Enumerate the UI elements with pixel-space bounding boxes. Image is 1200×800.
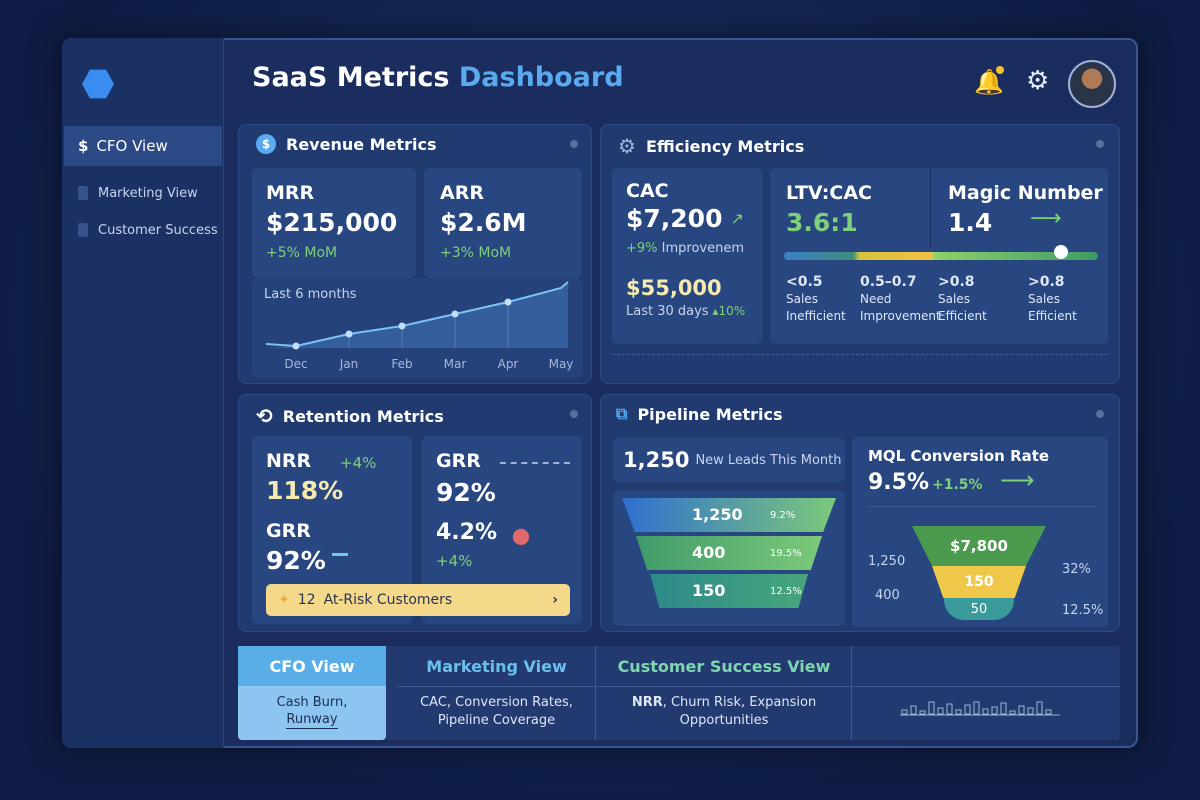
sparkle-icon: ✦ <box>278 592 290 608</box>
avatar[interactable] <box>1068 60 1116 108</box>
card-menu-dot[interactable] <box>570 410 578 418</box>
tab-marketing-view[interactable]: Marketing View CAC, Conversion Rates, Pip… <box>398 646 596 740</box>
revenue-header: $ Revenue Metrics <box>256 134 436 154</box>
up-arrow-icon: ▴ <box>712 304 719 318</box>
tab-customer-success-view[interactable]: Customer Success View NRR, Churn Risk, E… <box>597 646 852 740</box>
revenue-line <box>265 281 569 348</box>
mql-funnel-bottom: 50 <box>944 598 1014 620</box>
mini-bar <box>991 706 998 715</box>
divider <box>398 686 1120 687</box>
retention-header: ⟲ Retention Metrics <box>256 404 444 428</box>
mini-bar <box>946 703 953 715</box>
month-label: Mar <box>444 357 467 371</box>
mql-funnel-mid: 150 <box>932 566 1026 598</box>
trend-up-icon: ⟶ <box>1030 206 1062 231</box>
flat-trend-icon <box>332 553 348 556</box>
mql-funnel-top: $7,800 <box>912 526 1046 566</box>
funnel-stage: 150 12.5% <box>650 574 808 608</box>
scale-marker[interactable] <box>1054 245 1068 259</box>
notification-dot <box>996 66 1004 74</box>
gear-icon[interactable]: ⚙ <box>1026 66 1050 96</box>
mini-bar <box>928 701 935 715</box>
mini-bar <box>1027 707 1034 715</box>
revenue-chart: Last 6 months Dec Jan Feb Mar Apr May <box>252 278 582 378</box>
gear-icon: ⚙ <box>618 134 636 158</box>
month-label: Apr <box>498 357 519 371</box>
mini-bar <box>982 708 989 715</box>
divider <box>612 354 1108 355</box>
divider <box>930 168 931 248</box>
sidebar-item-customer-success[interactable]: Customer Success <box>64 210 222 250</box>
sidebar-item-cfo-view[interactable]: $ CFO View <box>64 126 222 166</box>
revenue-point <box>292 342 300 350</box>
at-risk-customers-button[interactable]: ✦ 12 At-Risk Customers › <box>266 584 570 616</box>
scale-label: 0.5–0.7 Need Improvement <box>860 274 941 323</box>
mini-bar <box>973 701 980 715</box>
sidebar-item-marketing-view[interactable]: Marketing View <box>64 173 222 213</box>
page-icon <box>78 223 88 237</box>
arr-tile: ARR $2.6M +3% MoM <box>424 168 582 278</box>
card-menu-dot[interactable] <box>570 140 578 148</box>
logo-icon <box>82 69 114 99</box>
efficiency-header: ⚙ Efficiency Metrics <box>618 134 805 158</box>
pipeline-header: ⧉ Pipeline Metrics <box>616 404 783 424</box>
dollar-icon: $ <box>256 134 276 154</box>
mini-bar <box>910 705 917 715</box>
month-label: Dec <box>284 357 307 371</box>
card-menu-dot[interactable] <box>1096 140 1104 148</box>
mini-bar <box>955 709 962 715</box>
month-label: Jan <box>339 357 359 371</box>
revenue-area <box>266 282 568 348</box>
pipeline-icon: ⧉ <box>616 404 628 423</box>
tab-cfo-view[interactable]: CFO View Cash Burn, Runway <box>238 646 386 740</box>
chevron-right-icon: › <box>552 592 558 608</box>
mini-bar-charts-icon <box>900 701 1060 716</box>
churn-icon: ⬤ <box>512 526 530 545</box>
dollar-icon: $ <box>78 137 89 155</box>
scale-label: >0.8 Sales Efficient <box>1028 274 1077 323</box>
sparkline <box>500 462 570 464</box>
mini-bar <box>919 710 926 715</box>
funnel-stage: 400 19.5% <box>636 536 822 570</box>
trend-up-icon: ⟶ <box>1000 466 1035 494</box>
mini-bar <box>1045 709 1052 715</box>
revenue-point <box>398 322 406 330</box>
scale-label: <0.5 Sales Inefficient <box>786 274 846 323</box>
funnel-stage: 1,250 9.2% <box>622 498 836 532</box>
divider <box>868 506 1096 507</box>
mini-bar <box>901 709 908 715</box>
refresh-icon: ⟲ <box>256 404 273 428</box>
card-menu-dot[interactable] <box>1096 410 1104 418</box>
mini-bar <box>1000 702 1007 715</box>
mini-bar <box>1018 705 1025 715</box>
mini-bar <box>937 707 944 715</box>
page-title: SaaS Metrics Dashboard <box>252 62 624 93</box>
month-label: May <box>549 357 574 371</box>
trend-up-icon: ↗ <box>730 209 744 228</box>
revenue-point <box>345 330 353 338</box>
mini-bar <box>1009 710 1016 715</box>
month-label: Feb <box>391 357 412 371</box>
cac-tile: CAC $7,200 ↗ +9% Improvenem $55,000 Last … <box>612 168 762 344</box>
revenue-point <box>451 310 459 318</box>
scale-label: >0.8 Sales Efficient <box>938 274 987 323</box>
mini-bar <box>1036 701 1043 715</box>
magic-number-scale <box>784 252 1098 260</box>
mini-bar <box>964 704 971 715</box>
page-icon <box>78 186 88 200</box>
new-leads-tile: 1,250 New Leads This Month <box>613 438 845 482</box>
revenue-point <box>504 298 512 306</box>
mrr-tile: MRR $215,000 +5% MoM <box>252 168 416 278</box>
